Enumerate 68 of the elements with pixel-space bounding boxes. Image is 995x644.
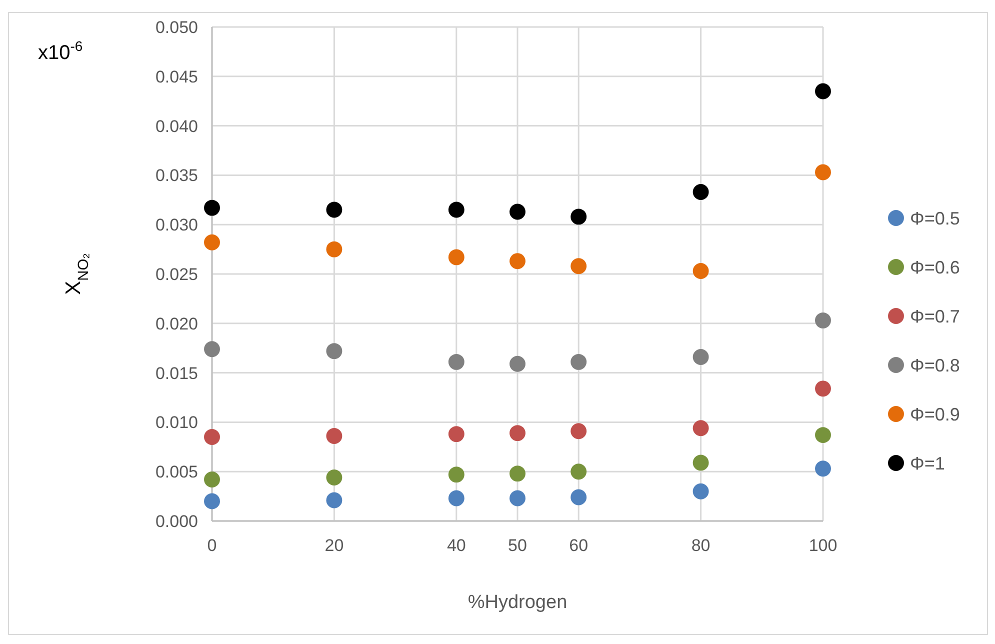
- legend-label: Φ=0.5: [910, 208, 960, 228]
- point: [204, 493, 220, 510]
- x-tick-label: 60: [569, 536, 588, 555]
- point: [692, 184, 709, 200]
- point: [692, 263, 709, 279]
- text: x10$^{-6}$: [38, 38, 83, 64]
- point: [204, 341, 220, 358]
- legend-label: Φ=0.9: [910, 404, 960, 424]
- point: [448, 249, 464, 266]
- point: [448, 490, 464, 506]
- y-tick-label: 0.000: [155, 512, 198, 531]
- point: [570, 258, 587, 274]
- y-tick-label: 0.005: [155, 462, 198, 482]
- point: [326, 492, 342, 508]
- point: [815, 380, 831, 397]
- legend-label: Φ=0.6: [910, 257, 960, 278]
- point: [692, 349, 709, 365]
- y-tick-label: 0.030: [155, 216, 198, 235]
- point: [510, 204, 526, 220]
- point: [815, 460, 831, 477]
- point: [570, 464, 587, 480]
- x-tick-label: 50: [508, 536, 527, 555]
- point: [570, 208, 587, 225]
- point: [448, 466, 464, 483]
- x-axis-title: %Hydrogen: [468, 592, 568, 613]
- point: [570, 354, 587, 370]
- point: [570, 489, 587, 506]
- x-tick-label: 100: [808, 536, 838, 555]
- y-tick-label: 0.045: [155, 67, 198, 86]
- point: [448, 202, 464, 218]
- point: [692, 483, 709, 500]
- x-tick-label: 80: [691, 536, 710, 555]
- x-tick-label: 0: [207, 536, 217, 555]
- x-tick-label: 40: [446, 536, 466, 555]
- x-tick-label: 20: [324, 536, 344, 555]
- point: [326, 241, 342, 258]
- y-tick-label: 0.015: [155, 364, 198, 383]
- point: [510, 490, 526, 506]
- legend-label: Φ=1: [910, 453, 945, 474]
- point: [510, 356, 526, 372]
- point: [204, 429, 220, 445]
- y-tick-label: 0.010: [155, 413, 198, 432]
- point: [326, 470, 342, 486]
- point: [815, 427, 831, 444]
- point: [692, 454, 709, 471]
- point: [326, 202, 342, 218]
- point: [815, 164, 831, 180]
- point: [448, 426, 464, 442]
- point: [326, 343, 342, 360]
- point: [510, 466, 526, 482]
- point: [204, 472, 220, 488]
- y-tick-label: 0.035: [155, 166, 198, 186]
- legend-label: Φ=0.8: [910, 355, 960, 376]
- legend-label: Φ=0.7: [910, 306, 960, 326]
- point: [326, 428, 342, 444]
- point: [204, 234, 220, 250]
- point: [448, 354, 464, 370]
- point: [510, 253, 526, 270]
- y-tick-label: 0.025: [155, 264, 198, 284]
- point: [692, 420, 709, 436]
- point: [815, 83, 831, 100]
- y-tick-label: 0.040: [155, 116, 198, 136]
- point: [510, 425, 526, 442]
- point: [204, 200, 220, 216]
- point: [570, 423, 587, 440]
- point: [815, 312, 831, 328]
- y-tick-label: 0.020: [155, 314, 198, 334]
- y-tick-label: 0.050: [155, 18, 198, 37]
